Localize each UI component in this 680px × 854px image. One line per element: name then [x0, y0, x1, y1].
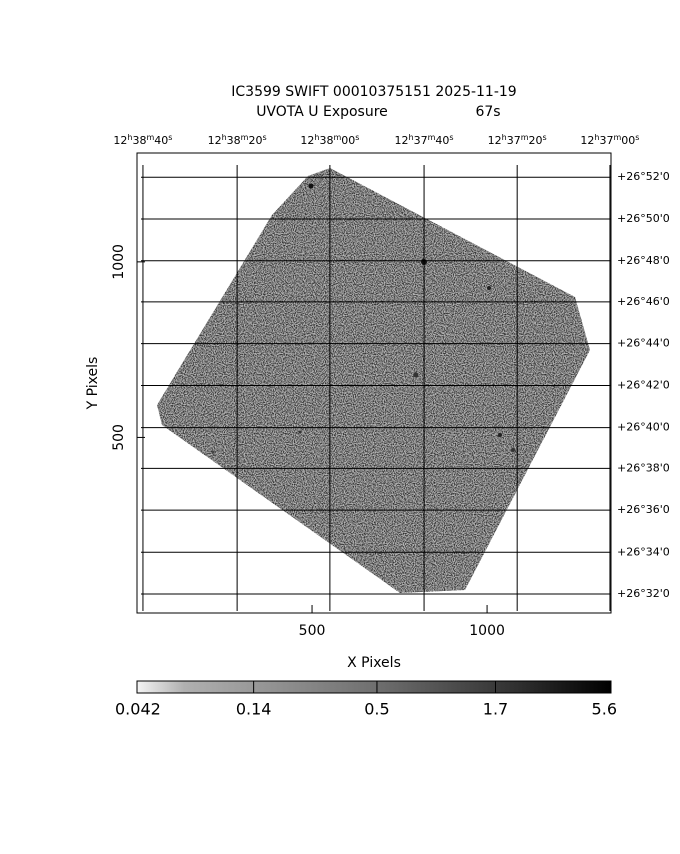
ra-tick-label: 12h38m00s	[300, 133, 359, 148]
chart-subtitle: UVOTA U Exposure	[256, 104, 388, 120]
dec-tick-label: +26°46'0	[617, 295, 670, 308]
colorbar-tick-label: 0.042	[115, 700, 161, 719]
x-tick-label: 1000	[469, 623, 505, 639]
source	[298, 430, 302, 434]
source	[211, 450, 215, 454]
colorbar	[136, 680, 612, 694]
colorbar-tick-label: 5.6	[592, 700, 617, 719]
colorbar-tick-label: 1.7	[483, 700, 508, 719]
plot-frame	[136, 152, 612, 614]
dec-tick-label: +26°42'0	[617, 378, 670, 391]
sky-image	[157, 168, 590, 593]
dec-tick-label: +26°40'0	[617, 421, 670, 434]
x-axis-label: X Pixels	[347, 655, 401, 671]
source	[498, 433, 502, 437]
ra-tick-label: 12h37m00s	[580, 133, 639, 148]
exposure: 67s	[475, 104, 500, 120]
dec-tick-label: +26°34'0	[617, 545, 670, 558]
dec-tick-label: +26°44'0	[617, 337, 670, 350]
source	[413, 372, 419, 378]
dec-tick-label: +26°36'0	[617, 503, 670, 516]
dec-tick-label: +26°38'0	[617, 461, 670, 474]
dec-tick-label: +26°52'0	[617, 170, 670, 183]
source	[511, 448, 515, 452]
noise	[157, 168, 590, 593]
y-tick-label: 1000	[111, 244, 127, 280]
dec-tick-label: +26°50'0	[617, 212, 670, 225]
dec-tick-label: +26°48'0	[617, 254, 670, 267]
source	[308, 183, 314, 189]
colorbar-tick-label: 0.14	[236, 700, 272, 719]
y-axis-label: Y Pixels	[85, 357, 101, 411]
ra-tick-label: 12h38m40s	[113, 133, 172, 148]
colorbar-tick-label: 0.5	[364, 700, 389, 719]
ra-tick-label: 12h37m20s	[488, 133, 547, 148]
dec-tick-label: +26°32'0	[617, 587, 670, 600]
ra-tick-label: 12h38m20s	[208, 133, 267, 148]
x-tick-label: 500	[299, 623, 326, 639]
ra-tick-label: 12h37m40s	[395, 133, 454, 148]
chart-title: IC3599 SWIFT 00010375151 2025-11-19	[231, 84, 516, 100]
y-tick-label: 500	[111, 424, 127, 451]
source	[487, 286, 491, 290]
